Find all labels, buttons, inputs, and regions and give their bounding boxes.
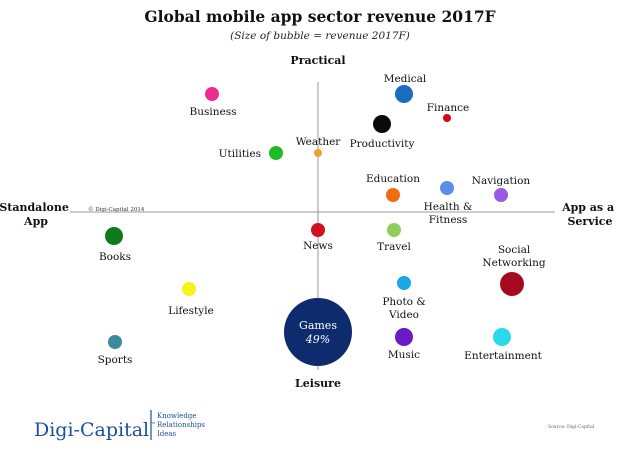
bubble-photo-and-video bbox=[397, 276, 411, 290]
bubble-label-education: Education bbox=[366, 173, 420, 185]
bubble-label-line: Networking bbox=[482, 257, 545, 269]
bubble-utilities bbox=[269, 146, 283, 160]
bubble-medical bbox=[395, 85, 413, 103]
bubble-health-and-fitness bbox=[440, 181, 454, 195]
bubble-label-line: Weather bbox=[296, 136, 342, 148]
bubble-label-line: 49% bbox=[305, 333, 330, 346]
bubble-label-line: Fitness bbox=[429, 214, 468, 226]
tagline-line-1: Knowledge bbox=[157, 412, 196, 420]
bubble-label-line: Utilities bbox=[219, 148, 261, 160]
axis-label-left-line-2: App bbox=[23, 215, 48, 228]
bubble-label-medical: Medical bbox=[384, 73, 427, 85]
bubble-label-line: Games bbox=[299, 319, 337, 332]
axis-label-right: App as a Service bbox=[561, 201, 618, 228]
bubble-label-productivity: Productivity bbox=[350, 138, 415, 150]
bubble-label-line: Social bbox=[498, 244, 531, 256]
bubble-label-sports: Sports bbox=[98, 354, 133, 366]
bubble-label-social-networking: Social Networking bbox=[482, 244, 545, 269]
bubble-label-music: Music bbox=[388, 349, 420, 361]
bubble-label-line: Health & bbox=[424, 201, 473, 213]
bubble-label-line: Travel bbox=[377, 241, 411, 253]
bubble-label-games: Games 49% bbox=[299, 319, 337, 346]
bubble-label-travel: Travel bbox=[377, 241, 411, 253]
bubble-productivity bbox=[373, 115, 391, 133]
chart-subtitle: (Size of bubble = revenue 2017F) bbox=[230, 30, 410, 42]
bubble-weather bbox=[314, 149, 322, 157]
bubble-label-business: Business bbox=[190, 106, 237, 118]
bubble-social-networking bbox=[500, 272, 524, 296]
bubble-label-finance: Finance bbox=[427, 102, 470, 114]
tagline-line-3: Ideas bbox=[157, 430, 177, 438]
axis-label-bottom: Leisure bbox=[295, 377, 341, 390]
bubble-navigation bbox=[494, 188, 508, 202]
axis-label-top: Practical bbox=[290, 54, 345, 67]
bubble-label-layer: Business Medical Finance Productivity Weathe… bbox=[98, 73, 546, 366]
copyright-note: © Digi-Capital 2014 bbox=[88, 206, 145, 213]
logo-wordmark: Digi-Capital bbox=[34, 419, 149, 441]
bubble-label-weather: Weather bbox=[296, 136, 342, 148]
bubble-games bbox=[284, 298, 352, 366]
axis-label-right-line-2: Service bbox=[567, 215, 612, 228]
logo-text: Digi-Capital™ bbox=[34, 419, 156, 441]
axis-label-right-line-1: App as a bbox=[561, 201, 614, 214]
bubble-label-line: Productivity bbox=[350, 138, 415, 150]
bubble-label-line: News bbox=[303, 240, 333, 252]
bubble-finance bbox=[443, 114, 451, 122]
bubble-label-line: Finance bbox=[427, 102, 470, 114]
bubble-label-navigation: Navigation bbox=[472, 175, 531, 187]
logo-tagline: Knowledge Relationships Ideas bbox=[157, 412, 207, 438]
bubble-label-news: News bbox=[303, 240, 333, 252]
bubble-label-books: Books bbox=[99, 251, 131, 263]
axis-label-left: Standalone App bbox=[0, 201, 73, 228]
bubble-label-line: Medical bbox=[384, 73, 427, 85]
bubble-label-line: Lifestyle bbox=[168, 305, 214, 317]
bubble-label-line: Music bbox=[388, 349, 420, 361]
bubble-music bbox=[395, 328, 413, 346]
bubble-label-health-and-fitness: Health & Fitness bbox=[424, 201, 473, 226]
source-note: Source: Digi-Capital bbox=[548, 424, 595, 430]
chart-title: Global mobile app sector revenue 2017F bbox=[144, 7, 495, 26]
bubble-entertainment bbox=[493, 328, 511, 346]
bubble-label-photo-and-video: Photo & Video bbox=[382, 296, 425, 321]
bubble-label-line: Video bbox=[388, 309, 419, 321]
bubble-label-line: Books bbox=[99, 251, 131, 263]
bubble-label-entertainment: Entertainment bbox=[464, 350, 542, 362]
bubble-label-lifestyle: Lifestyle bbox=[168, 305, 214, 317]
bubble-label-line: Education bbox=[366, 173, 420, 185]
bubble-label-utilities: Utilities bbox=[219, 148, 261, 160]
tagline-line-2: Relationships bbox=[157, 421, 205, 429]
bubble-sports bbox=[108, 335, 122, 349]
axis-label-left-line-1: Standalone bbox=[0, 201, 69, 214]
bubble-news bbox=[311, 223, 325, 237]
bubble-label-line: Sports bbox=[98, 354, 133, 366]
bubble-travel bbox=[387, 223, 401, 237]
bubble-books bbox=[105, 227, 123, 245]
bubble-lifestyle bbox=[182, 282, 196, 296]
bubble-education bbox=[386, 188, 400, 202]
logo-trademark: ™ bbox=[149, 421, 156, 429]
bubble-business bbox=[205, 87, 219, 101]
bubble-label-line: Business bbox=[190, 106, 237, 118]
bubble-label-line: Navigation bbox=[472, 175, 531, 187]
bubble-label-line: Photo & bbox=[382, 296, 425, 308]
bubble-label-line: Entertainment bbox=[464, 350, 542, 362]
bubble-layer bbox=[105, 85, 524, 366]
